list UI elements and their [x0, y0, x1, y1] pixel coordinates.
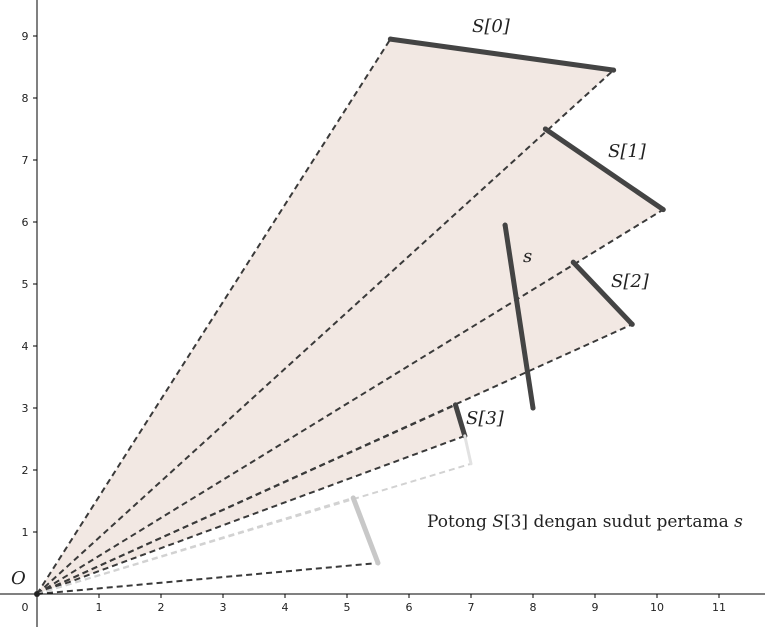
segment-S1-end-b [660, 207, 666, 213]
segment-label-s1-text: S[1] [608, 141, 647, 162]
x-tick-label-1: 1 [96, 601, 103, 614]
segment-S1-end-a [542, 126, 548, 132]
y-tick-label-3: 3 [22, 402, 29, 415]
wedge-3 [37, 404, 465, 594]
segment-S3-end-a [453, 402, 458, 408]
segment-s [502, 222, 536, 411]
segment-S3 [453, 402, 468, 439]
x-tick-label-0: 0 [22, 601, 29, 614]
caption-text: Potong S[3] dengan sudut pertama s [427, 512, 743, 532]
x-tick-label-6: 6 [406, 601, 413, 614]
x-tick-label-5: 5 [344, 601, 351, 614]
segment-S2-end-a [570, 259, 576, 265]
segment-label-s0-text: S[0] [472, 16, 511, 37]
segment-label-s0: S[0] [472, 16, 511, 37]
segment-label-s3: S[3] [466, 408, 505, 429]
x-tick-label-3: 3 [220, 601, 227, 614]
x-tick-label-2: 2 [158, 601, 165, 614]
segment-label-s2: S[2] [611, 271, 650, 292]
x-tick-label-9: 9 [592, 601, 599, 614]
origin-point [34, 591, 40, 597]
wedge-group [37, 39, 664, 595]
segment-S0 [387, 36, 617, 73]
segment-S0-end-a [387, 36, 393, 42]
y-tick-label-1: 1 [22, 526, 29, 539]
y-tick-label-8: 8 [22, 92, 29, 105]
ray-group [36, 38, 664, 595]
ray-3 [36, 323, 633, 595]
origin-label: O [11, 568, 26, 589]
x-tick-label-8: 8 [530, 601, 537, 614]
segment-faded-5 [350, 495, 381, 566]
ray-4 [36, 403, 456, 595]
caption-part-1: Potong [427, 512, 492, 532]
wedge-2 [37, 262, 633, 594]
y-tick-label-9: 9 [22, 30, 29, 43]
x-tick-label-11: 11 [712, 601, 726, 614]
segment-label-s3-text: S[3] [466, 408, 505, 429]
caption-part-2: S [492, 512, 504, 532]
ray-8 [36, 562, 379, 595]
y-tick-label-2: 2 [22, 464, 29, 477]
y-tick-label-7: 7 [22, 154, 29, 167]
segment-s-end-b [530, 405, 536, 411]
segment-label-s: s [523, 246, 532, 267]
segment-S2-end-b [629, 321, 635, 327]
x-tick-label-7: 7 [468, 601, 475, 614]
segment-faded-6 [463, 434, 473, 466]
segment-label-s1: S[1] [608, 141, 647, 162]
segment-S1 [542, 126, 666, 213]
ray-5 [36, 434, 466, 595]
y-tick-label-5: 5 [22, 278, 29, 291]
x-tick-label-10: 10 [650, 601, 664, 614]
ray-2 [36, 208, 664, 595]
wedge-0 [37, 39, 614, 595]
segment-S0-end-b [611, 67, 617, 73]
segment-group [350, 36, 666, 566]
segment-s-end-a [502, 222, 508, 228]
x-tick-label-4: 4 [282, 601, 289, 614]
segment-S2 [570, 259, 635, 327]
caption-part-3: [3] dengan sudut pertama [504, 512, 734, 532]
ray-7 [36, 496, 354, 595]
caption-part-4: s [734, 512, 743, 532]
y-tick-label-6: 6 [22, 216, 29, 229]
segment-label-s2-text: S[2] [611, 271, 650, 292]
y-tick-label-4: 4 [22, 340, 29, 353]
